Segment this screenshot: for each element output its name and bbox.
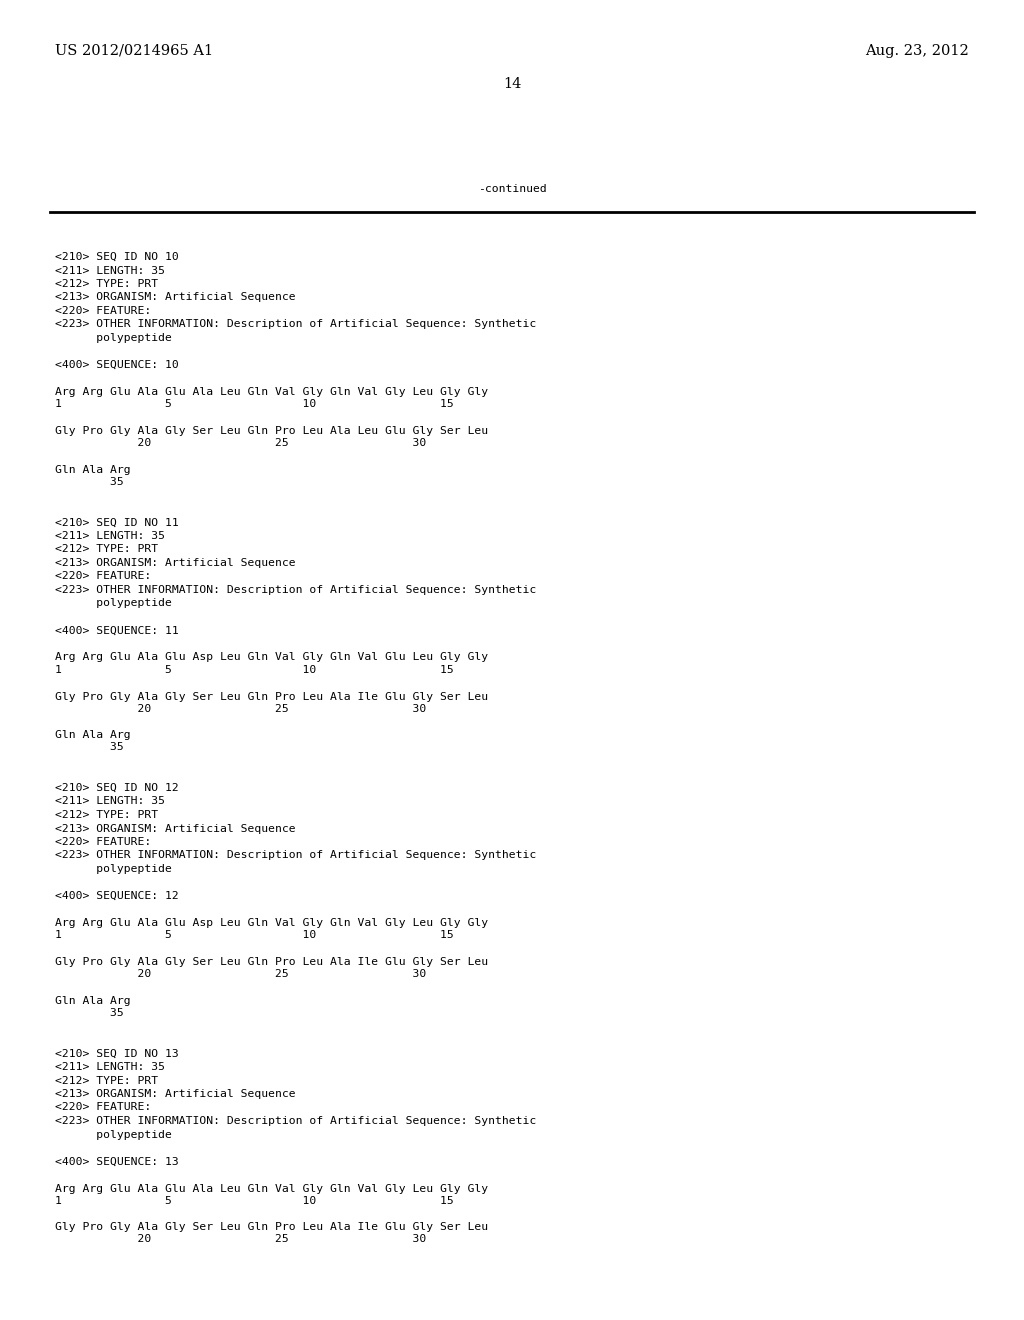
Text: <400> SEQUENCE: 11: <400> SEQUENCE: 11 [55, 626, 179, 635]
Text: <223> OTHER INFORMATION: Description of Artificial Sequence: Synthetic: <223> OTHER INFORMATION: Description of … [55, 1115, 537, 1126]
Text: Arg Arg Glu Ala Glu Asp Leu Gln Val Gly Gln Val Glu Leu Gly Gly: Arg Arg Glu Ala Glu Asp Leu Gln Val Gly … [55, 652, 488, 663]
Text: <211> LENGTH: 35: <211> LENGTH: 35 [55, 1063, 165, 1072]
Text: <210> SEQ ID NO 11: <210> SEQ ID NO 11 [55, 517, 179, 528]
Text: <212> TYPE: PRT: <212> TYPE: PRT [55, 810, 158, 820]
Text: <212> TYPE: PRT: <212> TYPE: PRT [55, 1076, 158, 1085]
Text: 1               5                   10                  15: 1 5 10 15 [55, 664, 454, 675]
Text: <213> ORGANISM: Artificial Sequence: <213> ORGANISM: Artificial Sequence [55, 824, 296, 833]
Text: <213> ORGANISM: Artificial Sequence: <213> ORGANISM: Artificial Sequence [55, 1089, 296, 1100]
Text: <220> FEATURE:: <220> FEATURE: [55, 1102, 152, 1113]
Text: <213> ORGANISM: Artificial Sequence: <213> ORGANISM: Artificial Sequence [55, 293, 296, 302]
Text: <212> TYPE: PRT: <212> TYPE: PRT [55, 544, 158, 554]
Text: polypeptide: polypeptide [55, 1130, 172, 1139]
Text: US 2012/0214965 A1: US 2012/0214965 A1 [55, 44, 213, 58]
Text: 35: 35 [55, 477, 124, 487]
Text: <400> SEQUENCE: 10: <400> SEQUENCE: 10 [55, 360, 179, 370]
Text: Gln Ala Arg: Gln Ala Arg [55, 997, 131, 1006]
Text: <400> SEQUENCE: 13: <400> SEQUENCE: 13 [55, 1156, 179, 1167]
Text: <223> OTHER INFORMATION: Description of Artificial Sequence: Synthetic: <223> OTHER INFORMATION: Description of … [55, 319, 537, 330]
Text: 1               5                   10                  15: 1 5 10 15 [55, 931, 454, 940]
Text: <210> SEQ ID NO 10: <210> SEQ ID NO 10 [55, 252, 179, 261]
Text: Arg Arg Glu Ala Glu Ala Leu Gln Val Gly Gln Val Gly Leu Gly Gly: Arg Arg Glu Ala Glu Ala Leu Gln Val Gly … [55, 387, 488, 397]
Text: <211> LENGTH: 35: <211> LENGTH: 35 [55, 796, 165, 807]
Text: 20                  25                  30: 20 25 30 [55, 438, 426, 447]
Text: Gly Pro Gly Ala Gly Ser Leu Gln Pro Leu Ala Ile Glu Gly Ser Leu: Gly Pro Gly Ala Gly Ser Leu Gln Pro Leu … [55, 957, 488, 968]
Text: <400> SEQUENCE: 12: <400> SEQUENCE: 12 [55, 891, 179, 902]
Text: polypeptide: polypeptide [55, 333, 172, 343]
Text: 20                  25                  30: 20 25 30 [55, 969, 426, 979]
Text: <213> ORGANISM: Artificial Sequence: <213> ORGANISM: Artificial Sequence [55, 558, 296, 568]
Text: polypeptide: polypeptide [55, 598, 172, 609]
Text: Gly Pro Gly Ala Gly Ser Leu Gln Pro Leu Ala Ile Glu Gly Ser Leu: Gly Pro Gly Ala Gly Ser Leu Gln Pro Leu … [55, 1222, 488, 1233]
Text: polypeptide: polypeptide [55, 865, 172, 874]
Text: <210> SEQ ID NO 12: <210> SEQ ID NO 12 [55, 783, 179, 793]
Text: 20                  25                  30: 20 25 30 [55, 704, 426, 714]
Text: Arg Arg Glu Ala Glu Ala Leu Gln Val Gly Gln Val Gly Leu Gly Gly: Arg Arg Glu Ala Glu Ala Leu Gln Val Gly … [55, 1184, 488, 1193]
Text: -continued: -continued [477, 183, 547, 194]
Text: Gln Ala Arg: Gln Ala Arg [55, 465, 131, 475]
Text: <223> OTHER INFORMATION: Description of Artificial Sequence: Synthetic: <223> OTHER INFORMATION: Description of … [55, 850, 537, 861]
Text: <211> LENGTH: 35: <211> LENGTH: 35 [55, 265, 165, 276]
Text: 20                  25                  30: 20 25 30 [55, 1234, 426, 1245]
Text: <220> FEATURE:: <220> FEATURE: [55, 306, 152, 315]
Text: <223> OTHER INFORMATION: Description of Artificial Sequence: Synthetic: <223> OTHER INFORMATION: Description of … [55, 585, 537, 595]
Text: Gly Pro Gly Ala Gly Ser Leu Gln Pro Leu Ala Leu Glu Gly Ser Leu: Gly Pro Gly Ala Gly Ser Leu Gln Pro Leu … [55, 426, 488, 436]
Text: 1               5                   10                  15: 1 5 10 15 [55, 1196, 454, 1205]
Text: <211> LENGTH: 35: <211> LENGTH: 35 [55, 531, 165, 541]
Text: 14: 14 [503, 77, 521, 91]
Text: Gln Ala Arg: Gln Ala Arg [55, 730, 131, 741]
Text: <220> FEATURE:: <220> FEATURE: [55, 572, 152, 582]
Text: <220> FEATURE:: <220> FEATURE: [55, 837, 152, 847]
Text: 35: 35 [55, 1008, 124, 1018]
Text: <212> TYPE: PRT: <212> TYPE: PRT [55, 279, 158, 289]
Text: 1               5                   10                  15: 1 5 10 15 [55, 399, 454, 409]
Text: Aug. 23, 2012: Aug. 23, 2012 [865, 44, 969, 58]
Text: <210> SEQ ID NO 13: <210> SEQ ID NO 13 [55, 1048, 179, 1059]
Text: Gly Pro Gly Ala Gly Ser Leu Gln Pro Leu Ala Ile Glu Gly Ser Leu: Gly Pro Gly Ala Gly Ser Leu Gln Pro Leu … [55, 692, 488, 701]
Text: 35: 35 [55, 742, 124, 752]
Text: Arg Arg Glu Ala Glu Asp Leu Gln Val Gly Gln Val Gly Leu Gly Gly: Arg Arg Glu Ala Glu Asp Leu Gln Val Gly … [55, 917, 488, 928]
